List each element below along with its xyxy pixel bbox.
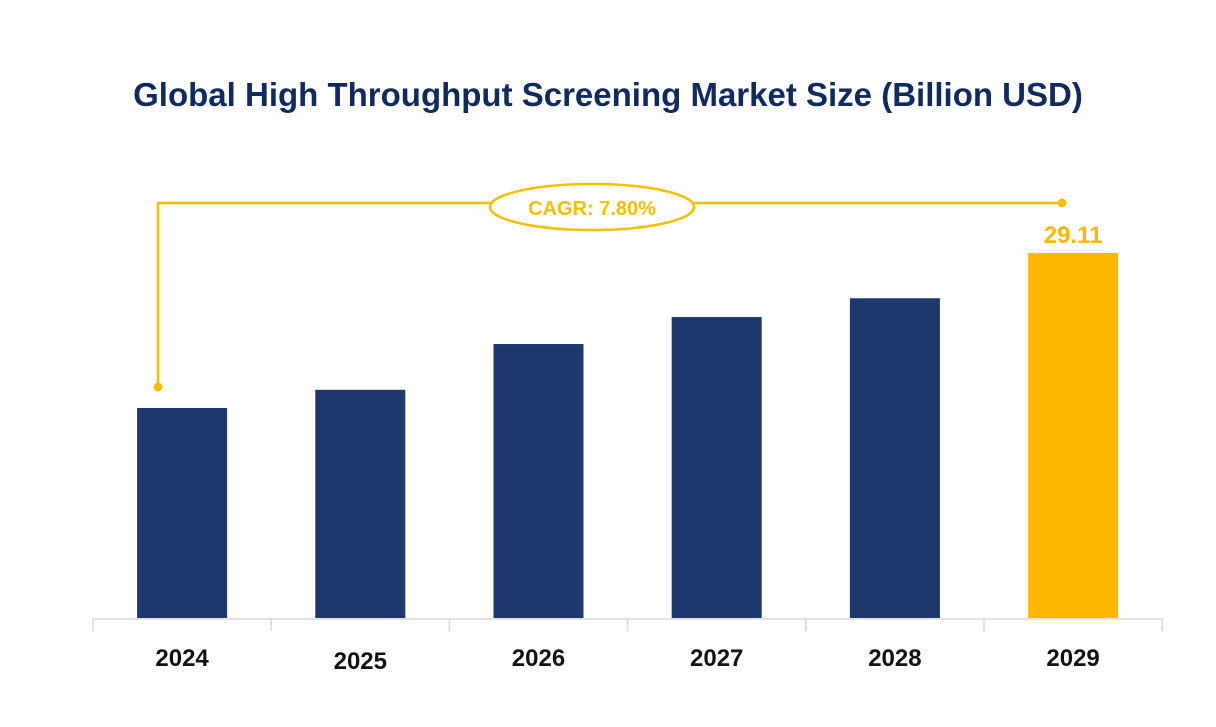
x-tick-label: 2029	[1046, 645, 1099, 672]
bar-2027	[671, 317, 762, 618]
x-tick-label: 2024	[155, 645, 209, 672]
chart-title: Global High Throughput Screening Market …	[133, 76, 1083, 113]
data-label-2029: 29.11	[1044, 222, 1103, 249]
cagr-connector-line	[156, 201, 1062, 387]
bar-2029	[1028, 253, 1119, 618]
x-tick-label: 2028	[868, 645, 921, 672]
cagr-label: CAGR: 7.80%	[528, 198, 656, 220]
cagr-start-dot	[153, 382, 163, 392]
bar-2026	[493, 344, 584, 618]
x-tick-label: 2025	[334, 648, 387, 675]
bar-2025	[315, 389, 406, 618]
cagr-ellipse	[488, 182, 696, 232]
x-tick-label: 2026	[512, 645, 565, 672]
x-tick-label: 2027	[690, 645, 743, 672]
bar-2024	[137, 407, 228, 618]
cagr-annotation: CAGR: 7.80%	[153, 182, 1067, 392]
bar-2028	[849, 298, 940, 618]
cagr-end-dot	[1057, 198, 1067, 208]
